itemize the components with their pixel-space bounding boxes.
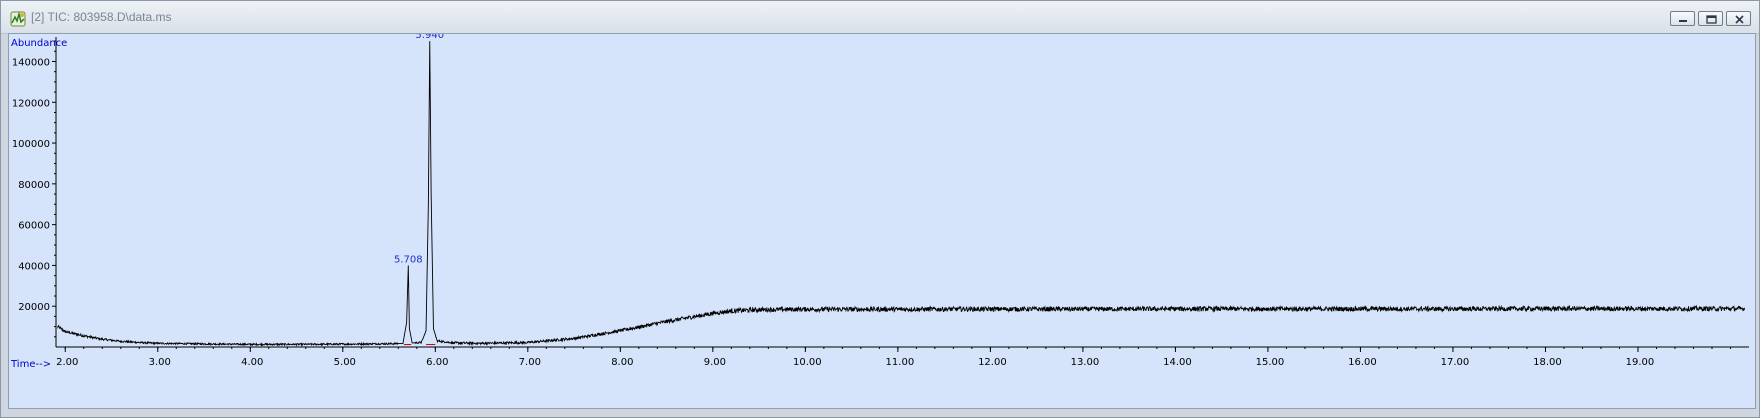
restore-icon (1706, 15, 1717, 24)
x-tick-label: 7.00 (519, 357, 541, 368)
x-tick-label: 18.00 (1533, 357, 1562, 368)
x-tick-label: 11.00 (886, 357, 915, 368)
peak-annotations: 5.708 5.940 (394, 30, 444, 265)
x-tick-label: 10.00 (793, 357, 822, 368)
tic-line (57, 41, 1745, 347)
x-tick-label: 8.00 (611, 357, 633, 368)
x-tick-label: 3.00 (149, 357, 171, 368)
chromatogram-chart: 20000 40000 60000 80000 100000 120000 140000 2.… (10, 30, 1749, 370)
y-tick-label: 80000 (18, 180, 50, 191)
x-tick-label: 9.00 (704, 357, 726, 368)
x-tick-label: 13.00 (1071, 357, 1100, 368)
axes: 20000 40000 60000 80000 100000 120000 140000 2.… (10, 37, 1749, 370)
window-title: [2] TIC: 803958.D\data.ms (31, 10, 172, 24)
y-tick-label: 20000 (18, 302, 50, 313)
close-button[interactable] (1726, 11, 1751, 26)
minimize-button[interactable] (1670, 11, 1695, 26)
close-icon (1735, 15, 1744, 24)
x-tick-label: 2.00 (56, 357, 78, 368)
x-tick-label: 14.00 (1163, 357, 1192, 368)
y-tick-label: 100000 (12, 139, 50, 150)
restore-button[interactable] (1698, 11, 1723, 26)
y-tick-label: 120000 (12, 98, 50, 109)
x-tick-label: 19.00 (1626, 357, 1655, 368)
x-tick-label: 4.00 (241, 357, 263, 368)
x-tick-label: 5.00 (334, 357, 356, 368)
y-tick-label: 60000 (18, 221, 50, 232)
x-axis-title: Time--> (10, 359, 51, 370)
y-axis-title: Abundance (11, 38, 67, 49)
plot-area[interactable]: 20000 40000 60000 80000 100000 120000 140000 2.… (8, 30, 1756, 409)
chromatogram-app-icon (10, 11, 26, 27)
tic-trace (57, 41, 1745, 347)
x-tick-label: 17.00 (1441, 357, 1470, 368)
x-tick-label: 6.00 (426, 357, 448, 368)
minimize-icon (1679, 20, 1687, 22)
x-tick-label: 12.00 (978, 357, 1007, 368)
x-tick-label: 15.00 (1256, 357, 1285, 368)
peak-label: 5.940 (415, 34, 444, 41)
title-bar[interactable]: [2] TIC: 803958.D\data.ms (1, 1, 1759, 34)
peak-label: 5.708 (394, 254, 423, 265)
x-tick-label: 16.00 (1348, 357, 1377, 368)
y-tick-label: 140000 (12, 57, 50, 68)
y-tick-label: 40000 (18, 261, 50, 272)
